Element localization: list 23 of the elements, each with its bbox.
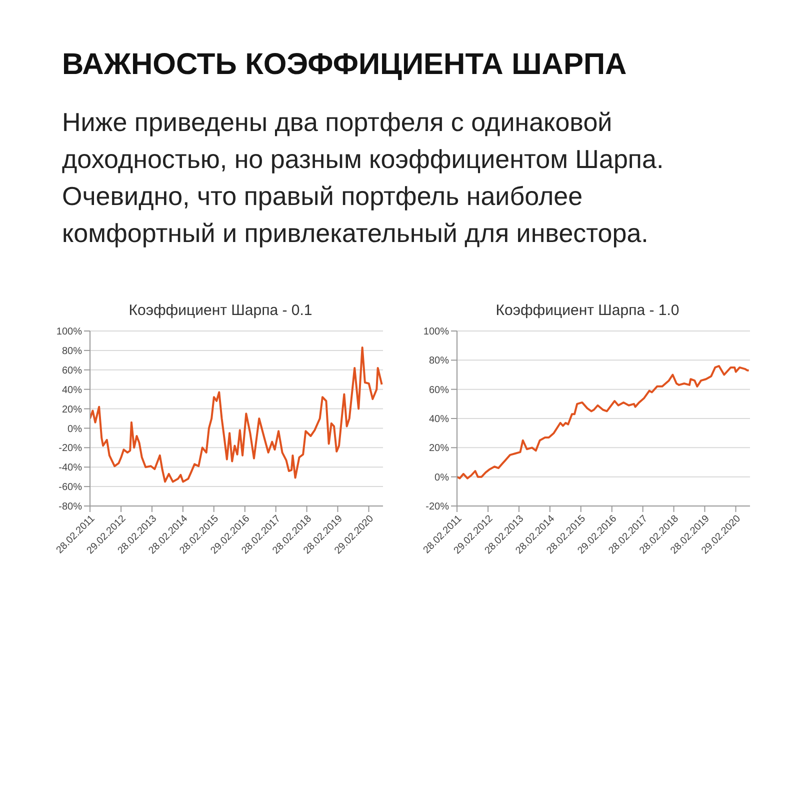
chart-title: Коэффициент Шарпа - 1.0 [494, 302, 680, 319]
y-tick-label: 80% [62, 346, 82, 357]
y-tick-label: -20% [58, 443, 82, 454]
text: ВАЖНОСТЬ КОЭФФИЦИЕНТА ШАРПА [62, 48, 628, 82]
y-tick-label: 40% [62, 384, 82, 396]
y-tick-label: 0% [434, 472, 450, 484]
y-tick-label: -80% [58, 502, 82, 513]
text: Ниже приведены два портфеля с одинаковой доходностью, но разным коэффициентом Шарпа. Очевидно, что правый портфель наиболее комфортный и привлекательный для инвестора. [62, 106, 665, 250]
y-tick-label: -60% [58, 482, 82, 494]
y-tick-label: 60% [428, 384, 450, 396]
y-tick-label: 60% [62, 365, 82, 376]
y-tick-label: 100% [56, 326, 82, 338]
line-series [457, 365, 750, 480]
chart-title: Коэффициент Шарпа - 0.1 [128, 302, 314, 319]
y-tick-label: 100% [423, 326, 450, 338]
y-tick-label: 80% [428, 356, 450, 367]
y-tick-label: -20% [426, 502, 450, 513]
y-tick-label: 0% [68, 424, 82, 435]
line-series [90, 346, 383, 483]
y-tick-label: 40% [428, 414, 450, 426]
y-tick-label: 20% [428, 443, 450, 454]
y-tick-label: 20% [62, 404, 82, 416]
y-tick-label: -40% [58, 462, 82, 474]
